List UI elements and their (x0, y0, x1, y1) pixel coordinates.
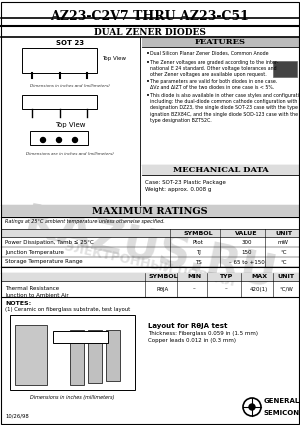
Text: 300: 300 (241, 240, 252, 244)
Text: Weight: approx. 0.008 g: Weight: approx. 0.008 g (145, 187, 212, 192)
Bar (88, 330, 102, 383)
Text: Top View: Top View (102, 56, 126, 60)
Text: SYMBOL: SYMBOL (183, 230, 213, 235)
Text: •: • (146, 79, 150, 85)
Bar (1, 205, 299, 217)
Text: VALUE: VALUE (235, 230, 258, 235)
Circle shape (249, 404, 255, 410)
Bar (30, 131, 88, 145)
Text: •: • (146, 93, 150, 99)
Text: °C: °C (280, 249, 287, 255)
Text: •: • (146, 51, 150, 57)
Text: KAZUS.RU: KAZUS.RU (20, 202, 280, 298)
Bar (22, 95, 97, 109)
Bar (10, 315, 135, 390)
Text: AZ23-C2V7 THRU AZ23-C51: AZ23-C2V7 THRU AZ23-C51 (51, 10, 249, 23)
Text: Dimensions are in inches and (millimeters): Dimensions are in inches and (millimeter… (26, 152, 114, 156)
Text: TYP: TYP (219, 275, 232, 280)
Text: °C/W: °C/W (279, 286, 293, 292)
Text: This diode is also available in other case styles and configurations
including: : This diode is also available in other ca… (150, 93, 300, 123)
Text: – 65 to +150: – 65 to +150 (229, 260, 264, 264)
Text: •: • (146, 60, 150, 65)
Text: (1) Ceramic on fiberglass substrate, test layout: (1) Ceramic on fiberglass substrate, tes… (5, 307, 130, 312)
Text: Ratings at 25°C ambient temperature unless otherwise specified.: Ratings at 25°C ambient temperature unle… (5, 219, 165, 224)
Text: Thickness: Fiberglass 0.059 in (1.5 mm): Thickness: Fiberglass 0.059 in (1.5 mm) (148, 331, 258, 336)
Bar (142, 37, 299, 47)
Text: FEATURES: FEATURES (195, 38, 246, 46)
Bar (106, 330, 120, 381)
Text: SOT 23: SOT 23 (56, 40, 84, 46)
Text: Ptot: Ptot (193, 240, 203, 244)
Text: SYMBOL: SYMBOL (148, 275, 178, 280)
Text: The parameters are valid for both diodes in one case.
ΔVz and ΔIZT of the two di: The parameters are valid for both diodes… (150, 79, 278, 90)
Text: °C: °C (280, 260, 287, 264)
Text: Copper leads 0.012 in (0.3 mm): Copper leads 0.012 in (0.3 mm) (148, 338, 236, 343)
Circle shape (73, 138, 77, 142)
Text: SEMICONDUCTOR®: SEMICONDUCTOR® (264, 410, 300, 416)
Text: –: – (225, 286, 227, 292)
Text: 150: 150 (241, 249, 252, 255)
Text: 10/26/98: 10/26/98 (5, 413, 29, 418)
Bar (15, 325, 47, 385)
Text: Layout for RθJA test: Layout for RθJA test (148, 323, 227, 329)
Text: Junction Temperature: Junction Temperature (5, 249, 64, 255)
Bar (53, 331, 108, 343)
Text: ЭЛЕКТРОННЫЙ ПОРТАЛ: ЭЛЕКТРОННЫЙ ПОРТАЛ (64, 241, 236, 289)
Text: MIN: MIN (187, 275, 201, 280)
Text: Power Dissipation, Tamb ≤ 25°C: Power Dissipation, Tamb ≤ 25°C (5, 240, 94, 244)
Text: Top View: Top View (55, 122, 85, 128)
Text: RθJA: RθJA (157, 286, 169, 292)
Text: UNIT: UNIT (278, 275, 295, 280)
Text: Storage Temperature Range: Storage Temperature Range (5, 260, 82, 264)
Bar (142, 165, 299, 175)
Text: 420(1): 420(1) (250, 286, 268, 292)
Text: The Zener voltages are graded according to the inter-
national E 24 standard. Ot: The Zener voltages are graded according … (150, 60, 278, 77)
Bar (70, 330, 84, 385)
Text: TS: TS (195, 260, 201, 264)
Text: mW: mW (278, 240, 289, 244)
Text: UNIT: UNIT (275, 230, 292, 235)
Text: Case: SOT-23 Plastic Package: Case: SOT-23 Plastic Package (145, 180, 226, 185)
Text: Dual Silicon Planar Zener Diodes, Common Anode: Dual Silicon Planar Zener Diodes, Common… (150, 51, 268, 56)
Text: GENERAL: GENERAL (264, 398, 300, 404)
Text: Dimensions in inches and (millimeters): Dimensions in inches and (millimeters) (30, 84, 110, 88)
Text: DUAL ZENER DIODES: DUAL ZENER DIODES (94, 28, 206, 37)
Circle shape (56, 138, 61, 142)
Bar (1, 229, 299, 237)
Text: Thermal Resistance
Junction to Ambient Air: Thermal Resistance Junction to Ambient A… (5, 286, 69, 298)
Bar (1, 273, 299, 281)
Bar (273, 61, 297, 77)
Circle shape (40, 138, 46, 142)
Text: MAX: MAX (251, 275, 267, 280)
Text: –: – (193, 286, 195, 292)
Bar (22, 48, 97, 73)
Text: MAXIMUM RATINGS: MAXIMUM RATINGS (92, 207, 208, 215)
Text: Dimensions in inches (millimeters): Dimensions in inches (millimeters) (30, 395, 115, 400)
Text: TJ: TJ (196, 249, 200, 255)
Text: MECHANICAL DATA: MECHANICAL DATA (172, 166, 268, 174)
Text: NOTES:: NOTES: (5, 301, 31, 306)
